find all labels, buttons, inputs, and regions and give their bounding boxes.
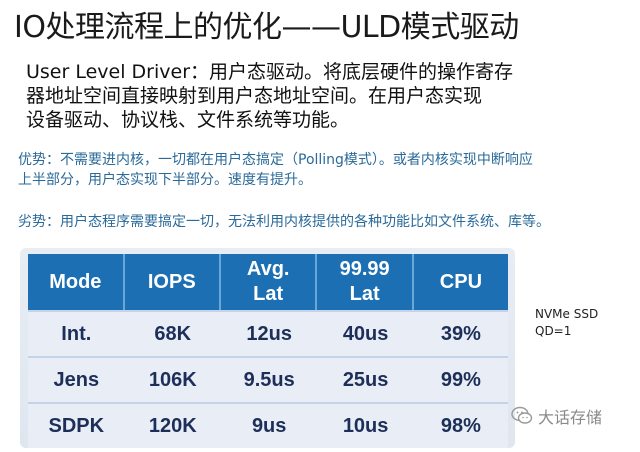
table-cell: Int. [28,310,125,356]
table-header-row: Mode IOPS Avg. Lat 99.99 Lat CPU [28,254,508,310]
header-99-lat: 99.99 Lat [317,254,414,310]
watermark-text: 大话存储 [538,408,603,427]
table-cell: 39% [413,310,508,356]
table-cell: 12us [220,310,318,356]
advantages-line: 上半部分，用户态实现下半部分。速度有提升。 [18,172,312,188]
watermark: 大话存储 [510,404,602,428]
performance-table: Mode IOPS Avg. Lat 99.99 Lat CPU Int. 68K … [28,254,508,448]
description-line: User Level Driver：用户态驱动。将底层硬件的操作寄存 [26,61,514,83]
table-row: Int. 68K 12us 40us 39% [28,310,508,356]
wechat-icon [511,406,533,424]
description-line: 设备驱动、协议栈、文件系统等功能。 [26,109,350,131]
table-cell: 25us [317,356,414,402]
header-iops: IOPS [124,254,221,310]
header-avg-lat: Avg. Lat [220,254,318,310]
table-cell: 120K [124,402,221,448]
table-cell: 98% [413,402,508,448]
advantages-line: 优势：不需要进内核，一切都在用户态搞定（Polling模式）。或者内核实现中断响… [18,152,533,168]
table-cell: 40us [317,310,414,356]
disadvantages-text: 劣势：用户态程序需要搞定一切，无法利用内核提供的各种功能比如文件系统、库等。 [18,214,550,230]
table-cell: Jens [28,356,125,402]
note-line: QD=1 [535,324,572,338]
table-cell: 9us [220,402,318,448]
table-row: SDPK 120K 9us 10us 98% [28,402,508,448]
header-cpu: CPU [413,254,508,310]
table-row: Jens 106K 9.5us 25us 99% [28,356,508,402]
test-config-note: NVMe SSD QD=1 [535,306,598,340]
note-line: NVMe SSD [535,307,599,321]
table-cell: 68K [124,310,221,356]
table-cell: 106K [124,356,221,402]
table-cell: 9.5us [220,356,318,402]
table-cell: 99% [413,356,508,402]
header-mode: Mode [28,254,125,310]
description-paragraph: User Level Driver：用户态驱动。将底层硬件的操作寄存 器地址空间… [26,60,586,132]
advantages-text: 优势：不需要进内核，一切都在用户态搞定（Polling模式）。或者内核实现中断响… [18,150,638,190]
slide-title: IO处理流程上的优化——ULD模式驱动 [14,10,519,45]
table-cell: 10us [317,402,414,448]
description-line: 器地址空间直接映射到用户态地址空间。在用户态实现 [26,85,483,107]
performance-table-panel: Mode IOPS Avg. Lat 99.99 Lat CPU Int. 68K … [20,248,515,448]
table-cell: SDPK [28,402,125,448]
